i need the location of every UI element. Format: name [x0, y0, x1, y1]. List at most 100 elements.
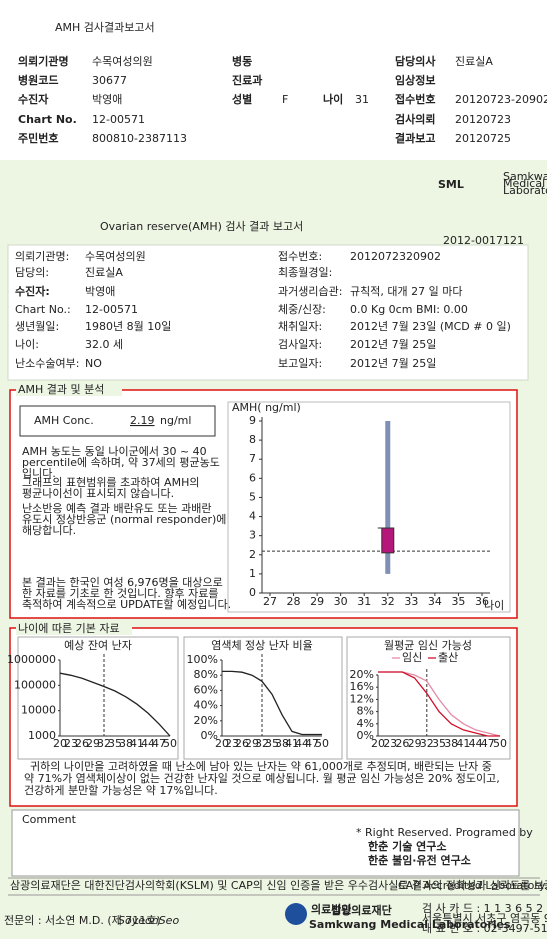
- info-label: 채취일자:: [278, 319, 322, 333]
- info-label: 보고일자:: [278, 356, 322, 370]
- x-tick-label: 41: [130, 737, 144, 750]
- box: [381, 527, 395, 554]
- org-logo: [285, 903, 307, 925]
- field-label: 담당의사: [395, 54, 436, 68]
- y-axis-label: AMH( ng/ml): [232, 401, 301, 414]
- x-tick-label: 38: [119, 737, 133, 750]
- field-label: 접수번호: [395, 92, 435, 106]
- mini-title: 월평균 임신 가능성: [384, 639, 472, 652]
- x-tick-label: 35: [265, 737, 279, 750]
- mini-title: 염색체 정상 난자 비율: [211, 639, 313, 652]
- field-value: 12-00571: [92, 113, 145, 126]
- mini-frame: [346, 636, 511, 760]
- org-name: 삼광의료재단: [331, 903, 392, 917]
- x-tick-label: 20: [215, 737, 229, 750]
- analysis-text: 해당합니다.: [22, 523, 76, 537]
- x-tick-label: 44: [295, 737, 309, 750]
- x-tick-label: 30: [334, 595, 348, 608]
- field-label: 수진자: [18, 92, 49, 106]
- comment-box: [11, 809, 520, 877]
- x-tick-label: 38: [275, 737, 289, 750]
- y-tick-label: 1000: [28, 729, 56, 742]
- info-value: 12-00571: [85, 303, 138, 316]
- logo-sub: Laboratories: [503, 184, 547, 197]
- analysis-text: 그래프의 표현범위를 초과하여 AMH의: [22, 475, 199, 489]
- y-tick-label: 1: [249, 567, 256, 580]
- info-value: 0.0 Kg 0cm BMI: 0.00: [350, 303, 468, 316]
- x-tick-label: 29: [310, 595, 324, 608]
- field-label: 주민번호: [18, 131, 58, 145]
- y-tick-label: 100%: [187, 653, 218, 666]
- title-bg: [16, 383, 122, 396]
- summary-text: 건강하게 분만할 가능성은 약 17%입니다.: [24, 783, 218, 797]
- x-tick-label: 47: [305, 737, 319, 750]
- info-value: 박영애: [85, 285, 115, 298]
- y-tick-label: 20%: [350, 668, 374, 681]
- field-value: 20120725: [455, 132, 511, 145]
- y-tick-label: 0%: [201, 729, 218, 742]
- x-tick-label: 29: [86, 737, 100, 750]
- x-tick-label: 35: [432, 737, 446, 750]
- whisker: [385, 421, 391, 574]
- field-label: 병동: [232, 54, 252, 68]
- x-tick-label: 29: [245, 737, 259, 750]
- org-en: Samkwang Medical Laboratories: [309, 918, 511, 931]
- x-tick-label: 26: [75, 737, 89, 750]
- info-value: 2012년 7월 25일: [350, 337, 436, 351]
- x-tick-label: 35: [108, 737, 122, 750]
- footer-cap: CAP Accredited Laboratory. 69944-01: [398, 879, 547, 892]
- y-tick-label: 60%: [194, 683, 218, 696]
- y-tick-label: 1000000: [7, 653, 56, 666]
- y-tick-label: 9: [249, 414, 256, 427]
- info-value: 32.0 세: [85, 338, 123, 351]
- x-tick-label: 44: [469, 737, 483, 750]
- credit: * Right Reserved. Programed by: [356, 826, 533, 839]
- x-tick-label: 29: [408, 737, 422, 750]
- field-label: 의뢰기관명: [18, 54, 69, 68]
- info-value: 수목여성의원: [85, 250, 146, 263]
- address: 서울특별시 서초구 염곡동 9-60: [422, 912, 547, 925]
- credit: 한춘 기술 연구소: [368, 839, 447, 853]
- y-tick-label: 7: [249, 452, 256, 465]
- info-value: 진료실A: [85, 266, 123, 279]
- info-label: 수진자:: [15, 284, 50, 298]
- field-value: 진료실A: [455, 55, 493, 68]
- y-tick-label: 40%: [194, 699, 218, 712]
- x-tick-label: 26: [395, 737, 409, 750]
- series-line: [378, 671, 500, 737]
- x-tick-label: 41: [285, 737, 299, 750]
- credit: 한춘 불임·유전 연구소: [368, 853, 471, 867]
- x-tick-label: 35: [451, 595, 465, 608]
- legend-label: 임신: [402, 651, 422, 664]
- x-tick-label: 32: [255, 737, 269, 750]
- x-tick-label: 38: [444, 737, 458, 750]
- field-label: Chart No.: [18, 113, 77, 126]
- y-tick-label: 10000: [21, 704, 56, 717]
- doctor: 전문의 : 서소연 M.D. (제 711호): [4, 914, 161, 927]
- field-label: 검사의뢰: [395, 112, 435, 126]
- field-label: 임상정보: [395, 73, 435, 87]
- field-label: 진료과: [232, 73, 262, 87]
- x-tick-label: 47: [481, 737, 495, 750]
- footer-note: 삼광의료재단은 대한진단검사의학회(KSLM) 및 CAP의 신임 인증을 받은…: [10, 879, 547, 892]
- x-tick-label: 32: [97, 737, 111, 750]
- x-tick-label: 23: [225, 737, 239, 750]
- info-label: 담당의:: [15, 266, 49, 279]
- y-tick-label: 100000: [14, 678, 56, 691]
- field-value: 20120723: [455, 113, 511, 126]
- info-label: 검사일자:: [278, 337, 322, 351]
- x-tick-label: 20: [53, 737, 67, 750]
- summary-text: 귀하의 나이만을 고려하였을 때 난소에 남아 있는 난자는 약 61,000개…: [30, 759, 492, 773]
- series-line: [222, 670, 322, 736]
- info-label: 나이:: [15, 338, 39, 351]
- summary-text: 약 71%가 염색체이상이 없는 건강한 난자일 것으로 예상됩니다. 월 평균…: [24, 771, 500, 785]
- analysis-text: 한 자료를 기초로 한 것입니다. 향후 자료를: [22, 587, 219, 600]
- conc-unit: ng/ml: [160, 414, 191, 427]
- logo-sub: Medical: [503, 177, 545, 190]
- x-axis-label: 나이: [484, 599, 504, 612]
- info-label: Chart No.:: [15, 303, 71, 316]
- x-tick-label: 32: [420, 737, 434, 750]
- field-value: 박영애: [92, 93, 122, 106]
